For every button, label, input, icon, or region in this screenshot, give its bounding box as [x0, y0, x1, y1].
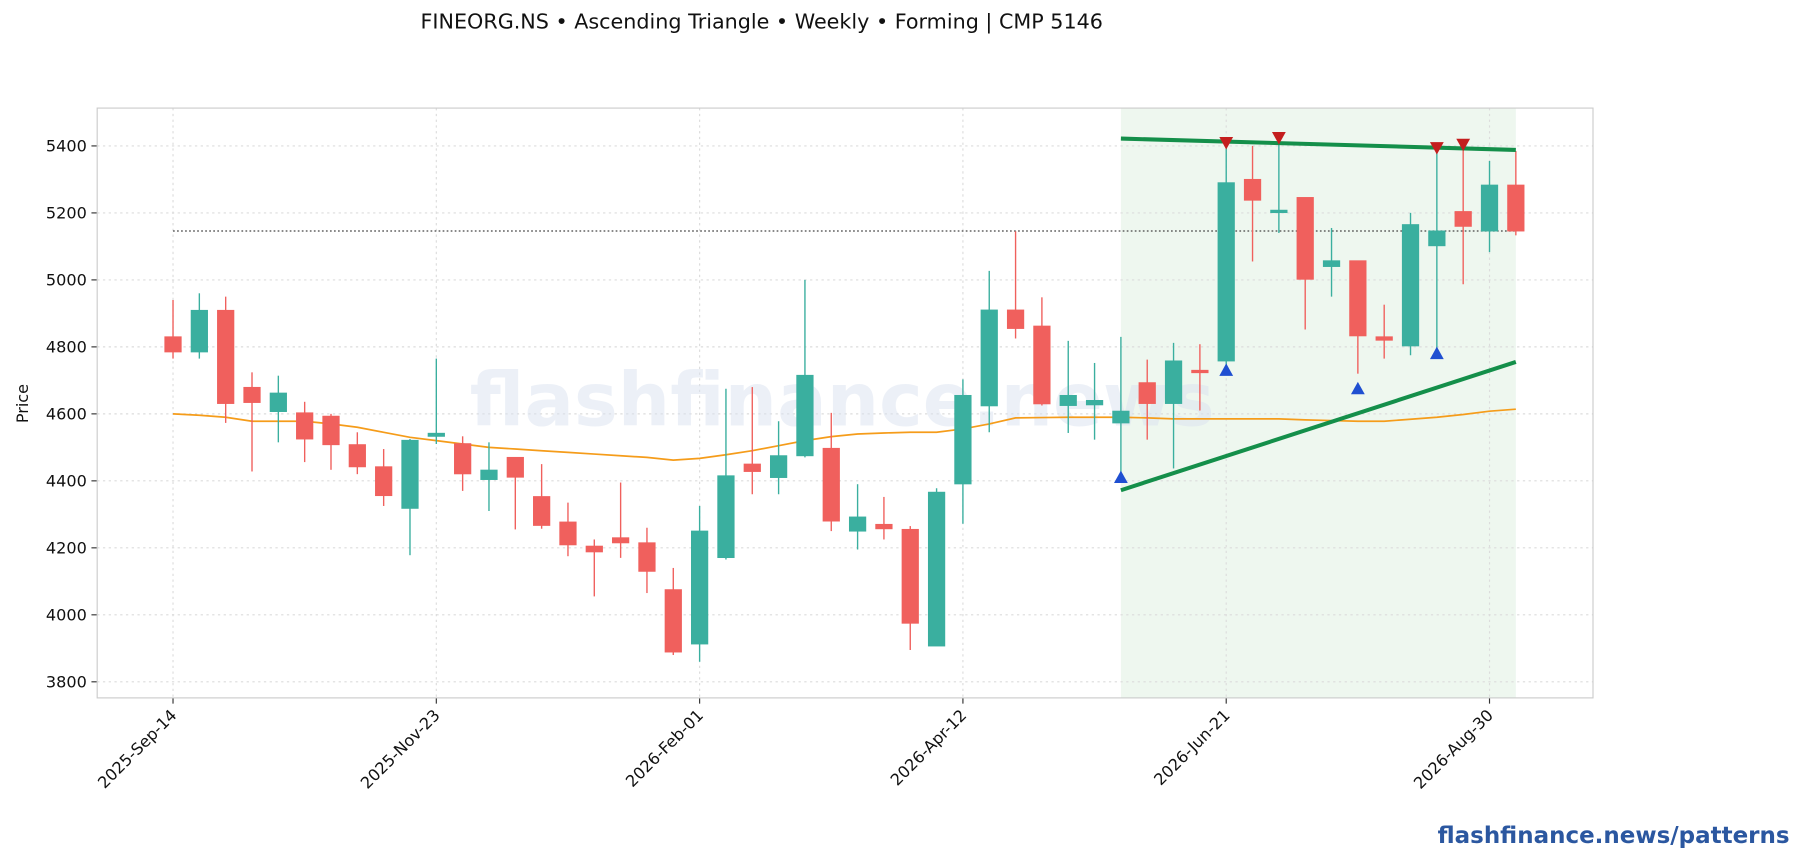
candle-body: [875, 523, 893, 530]
chart-title: FINEORG.NS • Ascending Triangle • Weekly…: [420, 10, 1102, 35]
candle-body: [269, 392, 287, 412]
y-tick-label: 3800: [46, 673, 87, 692]
candle-body: [743, 463, 761, 472]
candle-body: [454, 443, 472, 475]
candle-body: [1480, 184, 1499, 232]
candle-body: [217, 309, 235, 404]
candle-body: [1164, 360, 1183, 404]
candle-body: [612, 537, 630, 544]
candle-body: [980, 309, 998, 407]
candle-body: [164, 336, 182, 353]
candle-body: [322, 415, 340, 446]
x-tick-label: 2026-Apr-12: [887, 706, 971, 790]
candle-body: [1507, 184, 1525, 232]
candle-body: [1296, 197, 1314, 280]
candle-body: [1375, 336, 1393, 341]
y-axis-label: Price: [13, 384, 32, 423]
pivot-high-marker: [1271, 132, 1286, 145]
candle-body: [1349, 260, 1367, 337]
candle-body: [1428, 230, 1446, 247]
candle-body: [1085, 400, 1104, 406]
candle-body: [1322, 260, 1341, 267]
candle-body: [690, 530, 709, 645]
y-tick-label: 4200: [46, 539, 87, 558]
candle-body: [927, 491, 946, 647]
candle-body: [348, 444, 366, 468]
x-tick-label: 2026-Feb-01: [622, 706, 707, 791]
candle-body: [1217, 182, 1235, 362]
candle-body: [506, 456, 524, 478]
candle-body: [1191, 369, 1209, 374]
pivot-low-marker: [1113, 470, 1128, 484]
y-tick-label: 5000: [46, 271, 87, 290]
resistance-line: [1120, 136, 1516, 152]
candle-body: [796, 374, 814, 457]
candle-body: [427, 432, 445, 437]
candle-body: [1270, 209, 1288, 214]
candle-body: [717, 475, 735, 559]
y-tick-label: 5400: [46, 137, 87, 156]
candle-body: [1006, 309, 1025, 329]
x-tick-label: 2026-Jun-21: [1150, 706, 1233, 789]
support-line: [1120, 360, 1517, 493]
candle-body: [401, 439, 419, 509]
candle-body: [585, 545, 603, 553]
moving-average: [172, 408, 1516, 461]
candle-body: [1454, 211, 1472, 227]
footer-link: flashfinance.news/patterns: [1438, 823, 1790, 849]
candle-body: [822, 447, 840, 522]
y-tick-label: 5200: [46, 204, 87, 223]
pivot-low-marker: [1350, 381, 1365, 395]
candle-body: [664, 589, 682, 653]
candle-body: [769, 455, 788, 478]
candle-body: [243, 386, 261, 403]
y-tick-label: 4400: [46, 472, 87, 491]
candle-body: [1059, 394, 1077, 406]
candle-body: [638, 542, 656, 572]
y-tick-label: 4000: [46, 606, 87, 625]
candle-body: [1138, 382, 1156, 404]
y-tick-label: 4800: [46, 338, 87, 357]
x-tick-label: 2025-Nov-23: [357, 706, 444, 793]
pattern-zone: [1120, 108, 1516, 698]
y-tick-label: 4600: [46, 405, 87, 424]
pivot-low-marker: [1219, 363, 1234, 376]
candle-body: [1401, 224, 1420, 347]
plot-frame: [96, 107, 1594, 699]
pivot-high-marker: [1456, 138, 1471, 152]
candle-body: [848, 516, 867, 532]
pivot-high-marker: [1219, 137, 1234, 150]
x-tick-label: 2026-Aug-30: [1410, 706, 1497, 793]
pivot-low-marker: [1429, 346, 1444, 360]
candle-body: [559, 521, 577, 546]
candle-body: [296, 412, 314, 440]
candle-body: [1112, 410, 1130, 424]
candle-body: [480, 469, 498, 480]
pivot-high-marker: [1429, 142, 1444, 155]
candle-body: [375, 466, 393, 497]
x-tick-label: 2025-Sep-14: [94, 706, 180, 792]
candle-body: [954, 394, 972, 485]
candle-body: [1033, 325, 1051, 405]
candle-body: [533, 496, 551, 526]
candle-body: [901, 528, 919, 624]
candle-body: [1243, 178, 1262, 201]
candle-body: [190, 309, 208, 353]
